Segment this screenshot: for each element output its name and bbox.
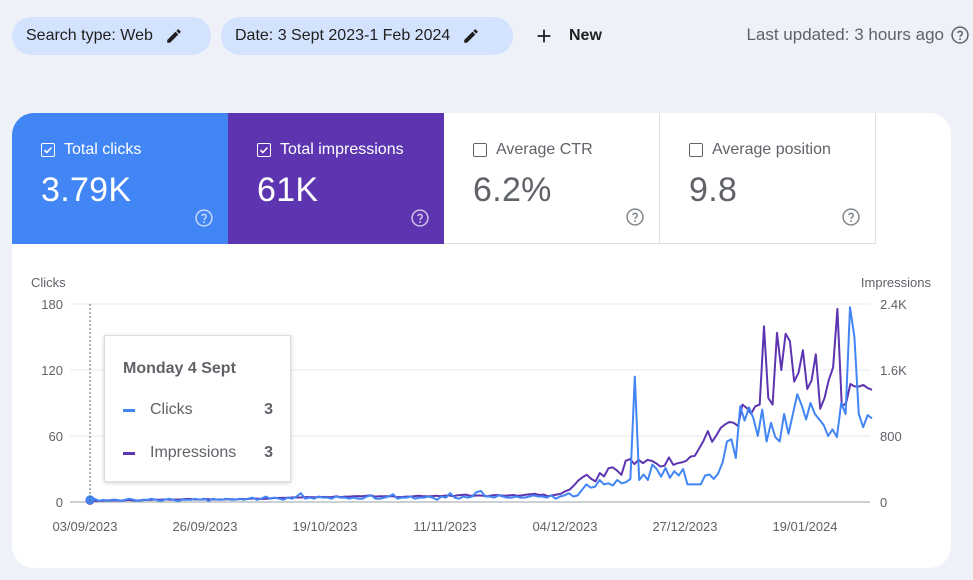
chart-tooltip: Monday 4 Sept Clicks 3 Impressions 3 <box>104 335 291 482</box>
plus-icon <box>537 29 551 43</box>
clicks-series-line <box>89 306 873 502</box>
tooltip-row-label: Impressions <box>150 444 237 461</box>
right-axis-tick: 800 <box>880 429 902 444</box>
total-clicks-label: Total clicks <box>64 141 142 158</box>
search-type-filter-chip[interactable]: Search type: Web <box>12 17 211 55</box>
right-axis-tick: 1.6K <box>880 363 907 378</box>
tooltip-row-clicks: Clicks 3 <box>123 401 273 419</box>
left-axis-tick: 120 <box>41 363 63 378</box>
help-icon[interactable] <box>841 207 861 227</box>
left-axis-tick: 180 <box>41 297 63 312</box>
x-axis-tick: 11/11/2023 <box>413 519 476 534</box>
x-axis-tick: 04/12/2023 <box>532 519 597 534</box>
new-filter-button[interactable]: New <box>533 20 602 52</box>
left-axis-label: Clicks <box>31 275 66 290</box>
x-axis-tick: 27/12/2023 <box>652 519 717 534</box>
average-ctr-label: Average CTR <box>496 141 593 158</box>
search-type-filter-label: Search type: Web <box>26 27 153 44</box>
tooltip-date: Monday 4 Sept <box>123 360 236 377</box>
right-axis-tick: 0 <box>880 495 887 510</box>
date-range-filter-chip[interactable]: Date: 3 Sept 2023-1 Feb 2024 <box>221 17 513 55</box>
checkbox-checked-icon[interactable] <box>41 143 55 157</box>
performance-line-chart[interactable]: Clicks Impressions 0 0 60 800 120 1.6K 180 2.4K… <box>12 113 951 568</box>
total-impressions-value: 61K <box>257 171 319 209</box>
tooltip-row-label: Clicks <box>150 401 193 418</box>
date-range-filter-label: Date: 3 Sept 2023-1 Feb 2024 <box>235 27 451 44</box>
right-axis-tick: 2.4K <box>880 297 907 312</box>
average-ctr-value: 6.2% <box>473 171 552 209</box>
average-position-value: 9.8 <box>689 171 738 209</box>
left-axis-tick: 0 <box>56 495 63 510</box>
total-impressions-metric-tab[interactable]: Total impressions 61K <box>228 113 444 244</box>
impressions-swatch <box>123 451 135 455</box>
clicks-swatch <box>123 408 135 412</box>
edit-pencil-icon[interactable] <box>165 27 183 45</box>
tooltip-row-impressions: Impressions 3 <box>123 444 273 462</box>
help-icon[interactable] <box>625 207 645 227</box>
x-axis-tick: 26/09/2023 <box>172 519 237 534</box>
clicks-hover-point <box>85 495 95 505</box>
average-position-metric-tab[interactable]: Average position 9.8 <box>660 113 876 244</box>
help-icon[interactable] <box>950 25 970 45</box>
average-position-label: Average position <box>712 141 831 158</box>
x-axis-tick: 03/09/2023 <box>52 519 117 534</box>
right-axis-label: Impressions <box>861 275 932 290</box>
x-axis-tick: 19/01/2024 <box>772 519 837 534</box>
checkbox-checked-icon[interactable] <box>257 143 271 157</box>
tooltip-row-value: 3 <box>264 444 273 461</box>
total-clicks-metric-tab[interactable]: Total clicks 3.79K <box>12 113 228 244</box>
help-icon[interactable] <box>194 208 214 228</box>
average-ctr-metric-tab[interactable]: Average CTR 6.2% <box>444 113 660 244</box>
left-axis-tick: 60 <box>49 429 63 444</box>
total-impressions-label: Total impressions <box>280 141 404 158</box>
tooltip-row-value: 3 <box>264 401 273 418</box>
new-filter-label: New <box>569 27 602 44</box>
x-axis-tick: 19/10/2023 <box>292 519 357 534</box>
total-clicks-value: 3.79K <box>41 171 132 209</box>
edit-pencil-icon[interactable] <box>462 27 480 45</box>
last-updated-text: Last updated: 3 hours ago <box>746 25 944 44</box>
help-icon[interactable] <box>410 208 430 228</box>
checkbox-unchecked-icon[interactable] <box>689 143 703 157</box>
checkbox-unchecked-icon[interactable] <box>473 143 487 157</box>
performance-card: Total clicks 3.79K Total impressions 61K… <box>12 113 951 568</box>
